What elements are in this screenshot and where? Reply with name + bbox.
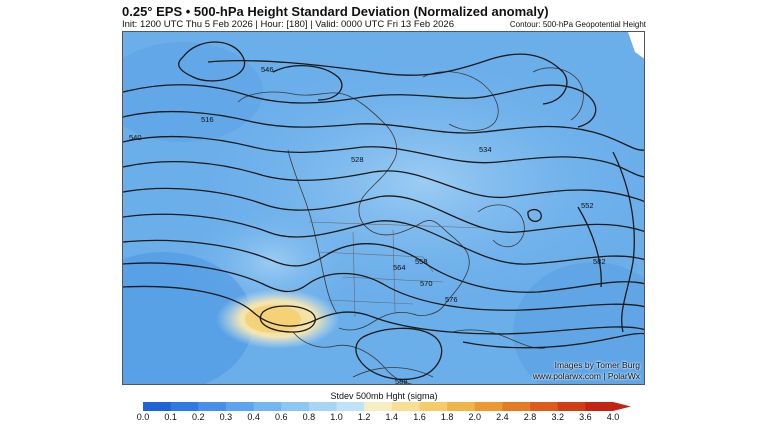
colorbar-title: Stdev 500mb Hght (sigma) — [330, 391, 438, 401]
colorbar-tick-label: 0.6 — [274, 412, 288, 422]
colorbar-segment — [253, 402, 282, 411]
website-credit: www.polarwx.com | PolarWx — [532, 371, 640, 381]
contour-line — [123, 285, 644, 335]
contour-line — [123, 84, 597, 128]
colorbar-tick-label: 2.0 — [468, 412, 482, 422]
contour-height-label: 534 — [479, 145, 492, 154]
colorbar-tick-label: 0.4 — [247, 412, 260, 422]
contour-line — [123, 135, 644, 178]
contour-line — [527, 208, 542, 223]
colorbar-tick-label: 2.8 — [523, 412, 537, 422]
contour-height-label: 540 — [129, 133, 142, 142]
colorbar-tick-label: 1.6 — [413, 412, 426, 422]
contour-line — [259, 305, 316, 333]
contour-line — [123, 239, 644, 293]
colorbar-segment — [530, 402, 559, 411]
contour-height-label: 564 — [393, 263, 406, 272]
colorbar-tick-label: 0.1 — [164, 412, 177, 422]
contour-height-label: 588 — [395, 377, 408, 385]
colorbar-segment — [474, 402, 503, 411]
colorbar-tick-label: 0.3 — [219, 412, 233, 422]
colorbar-tick-label: 3.2 — [551, 412, 564, 422]
chart-subtitle: Init: 1200 UTC Thu 5 Feb 2026 | Hour: [1… — [122, 19, 454, 30]
greenland-ice — [628, 32, 644, 59]
colorbar-tick-label: 2.4 — [496, 412, 509, 422]
contour-line — [123, 110, 644, 151]
height-contours — [123, 41, 644, 380]
colorbar-segment — [198, 402, 227, 411]
contour-line — [462, 332, 644, 349]
colorbar-tick-label: 0.2 — [192, 412, 205, 422]
colorbar-tick-label: 0.8 — [302, 412, 316, 422]
colorbar-extend-arrow — [613, 402, 631, 411]
contour-legend: Contour: 500-hPa Geopotential Height — [509, 20, 646, 29]
colorbar-tick-label: 3.6 — [579, 412, 592, 422]
contour-line — [207, 53, 568, 105]
field-dark-region — [123, 252, 253, 384]
contour-line — [272, 65, 343, 101]
contour-line — [123, 161, 644, 203]
contour-line — [123, 187, 644, 233]
borders — [308, 221, 484, 318]
colorbar-segment — [225, 402, 255, 411]
colorbar-segment — [281, 402, 310, 411]
colorbar-tick-label: 1.0 — [330, 412, 343, 422]
colorbar-segment — [447, 402, 476, 411]
contour-line — [178, 41, 246, 82]
colorbar-tick-label: 0.0 — [136, 412, 150, 422]
colorbar-segment — [308, 402, 338, 411]
contour-line — [123, 213, 644, 265]
contour-height-label: 516 — [201, 115, 214, 124]
colorbar — [143, 402, 631, 411]
colorbar-segment — [557, 402, 586, 411]
contour-line — [355, 327, 443, 380]
contour-line — [577, 206, 602, 288]
colorbar-segment — [364, 402, 393, 411]
colorbar-tick-label: 1.8 — [440, 412, 454, 422]
colorbar-tick-label: 4.0 — [606, 412, 620, 422]
weather-map: 546 516 540 528 534 552 558 564 570 576 … — [122, 31, 645, 385]
chart-title: 0.25° EPS • 500-hPa Height Standard Devi… — [122, 4, 549, 19]
colorbar-segment — [170, 402, 199, 411]
colorbar-segment — [143, 402, 172, 411]
contour-height-label: 576 — [445, 295, 458, 304]
field-dark-region — [513, 262, 644, 384]
contour-height-label: 570 — [420, 279, 433, 288]
contour-height-label: 582 — [593, 257, 606, 266]
contour-height-label: 558 — [415, 257, 428, 266]
colorbar-segment — [419, 402, 448, 411]
contour-height-label: 552 — [581, 201, 594, 210]
colorbar-segment — [502, 402, 531, 411]
colorbar-segment — [391, 402, 420, 411]
contour-height-label: 546 — [261, 65, 274, 74]
contour-line — [612, 151, 635, 333]
contour-height-label: 528 — [351, 155, 364, 164]
colorbar-tick-label: 1.4 — [385, 412, 399, 422]
image-credit: Images by Tomer Burg — [554, 360, 640, 370]
colorbar-segment — [585, 402, 614, 411]
contour-line — [123, 262, 644, 311]
colorbar-ticks: 0.0 0.1 0.2 0.3 0.4 0.6 0.8 1.0 1.2 1.4 1.6 1.8 2.0 2… — [137, 412, 620, 426]
map-canvas: 546 516 540 528 534 552 558 564 570 576 … — [123, 32, 644, 385]
colorbar-segment — [336, 402, 365, 411]
colorbar-tick-label: 1.2 — [357, 412, 371, 422]
